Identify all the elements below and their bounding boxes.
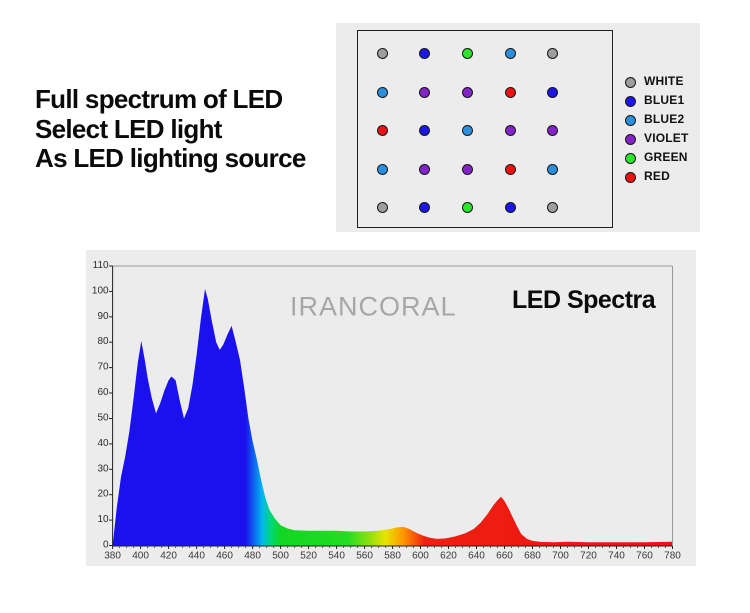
svg-text:480: 480 (244, 551, 261, 562)
svg-text:640: 640 (468, 551, 485, 562)
svg-text:740: 740 (608, 551, 625, 562)
svg-text:500: 500 (272, 551, 289, 562)
svg-text:560: 560 (356, 551, 373, 562)
svg-text:400: 400 (132, 551, 149, 562)
svg-text:680: 680 (524, 551, 541, 562)
svg-text:420: 420 (160, 551, 177, 562)
svg-text:660: 660 (496, 551, 513, 562)
svg-text:0: 0 (103, 540, 109, 551)
svg-text:620: 620 (440, 551, 457, 562)
svg-text:600: 600 (412, 551, 429, 562)
svg-text:LED Spectra: LED Spectra (512, 286, 657, 314)
svg-text:520: 520 (300, 551, 317, 562)
svg-text:40: 40 (97, 438, 109, 449)
svg-text:780: 780 (664, 551, 681, 562)
svg-text:760: 760 (636, 551, 653, 562)
svg-text:100: 100 (92, 285, 109, 296)
svg-text:380: 380 (104, 551, 121, 562)
svg-text:580: 580 (384, 551, 401, 562)
svg-text:IRANCORAL: IRANCORAL (290, 292, 457, 322)
svg-text:700: 700 (552, 551, 569, 562)
svg-text:110: 110 (93, 260, 109, 271)
svg-text:30: 30 (97, 463, 109, 474)
svg-text:540: 540 (328, 551, 345, 562)
svg-text:80: 80 (97, 336, 109, 347)
svg-text:460: 460 (216, 551, 233, 562)
svg-text:20: 20 (97, 489, 109, 500)
svg-text:70: 70 (97, 362, 109, 373)
svg-text:720: 720 (580, 551, 597, 562)
svg-text:90: 90 (97, 311, 109, 322)
svg-text:60: 60 (97, 387, 109, 398)
svg-text:50: 50 (97, 413, 109, 424)
svg-text:440: 440 (188, 551, 205, 562)
svg-text:10: 10 (97, 514, 109, 525)
